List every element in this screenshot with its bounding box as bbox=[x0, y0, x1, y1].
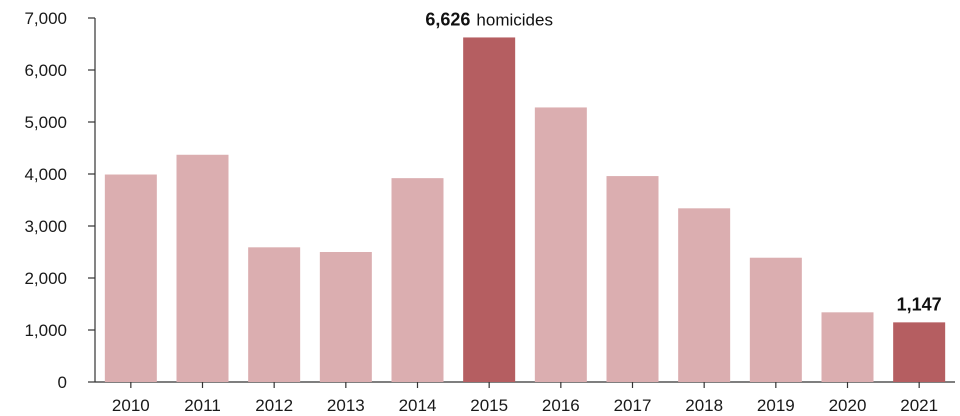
bars-group bbox=[104, 37, 946, 382]
bar-2016 bbox=[534, 107, 587, 382]
x-tick-label-2013: 2013 bbox=[327, 396, 365, 415]
x-tick-label-2011: 2011 bbox=[184, 396, 221, 415]
annotation-value: 1,147 bbox=[897, 294, 942, 314]
x-tick-label-2016: 2016 bbox=[542, 396, 580, 415]
y-tick-label: 2,000 bbox=[24, 269, 67, 288]
annotation-2015: 6,626 homicides bbox=[425, 9, 553, 29]
y-tick-label: 5,000 bbox=[24, 113, 67, 132]
annotation-value: 6,626 bbox=[425, 9, 470, 29]
y-axis: 0 1,000 2,000 3,000 4,000 5,000 6,000 7,000 bbox=[24, 9, 96, 392]
x-axis: 2010 2011 2012 2013 2014 2015 2016 2017 2018 2019… bbox=[95, 381, 955, 415]
bar-2012 bbox=[248, 247, 301, 382]
bar-2014 bbox=[391, 178, 444, 382]
x-tick-label-2018: 2018 bbox=[685, 396, 723, 415]
y-tick-label: 3,000 bbox=[24, 217, 67, 236]
x-tick-label-2020: 2020 bbox=[829, 396, 867, 415]
x-tick-label-2017: 2017 bbox=[614, 396, 652, 415]
bar-2021 bbox=[893, 322, 946, 382]
x-tick-label-2012: 2012 bbox=[255, 396, 293, 415]
annotation-2021: 1,147 bbox=[897, 294, 942, 314]
bar-2018 bbox=[678, 208, 731, 382]
bar-2019 bbox=[749, 257, 802, 382]
y-tick-label: 1,000 bbox=[24, 321, 67, 340]
x-tick-label-2010: 2010 bbox=[112, 396, 150, 415]
x-tick-label-2014: 2014 bbox=[399, 396, 437, 415]
x-tick-label-2019: 2019 bbox=[757, 396, 795, 415]
bar-2010 bbox=[104, 174, 157, 382]
bar-2015 bbox=[463, 37, 516, 382]
bar-2017 bbox=[606, 176, 659, 382]
x-tick-label-2021: 2021 bbox=[900, 396, 938, 415]
bar-2011 bbox=[176, 154, 229, 382]
annotation-unit: homicides bbox=[476, 10, 553, 29]
x-tick-label-2015: 2015 bbox=[470, 396, 508, 415]
bar-2013 bbox=[319, 252, 372, 382]
annotations-group: 6,626 homicides 1,147 bbox=[425, 9, 941, 314]
y-tick-label: 7,000 bbox=[24, 9, 67, 28]
bar-2020 bbox=[821, 312, 874, 382]
y-tick-label: 6,000 bbox=[24, 61, 67, 80]
y-tick-label: 4,000 bbox=[24, 165, 67, 184]
y-tick-label: 0 bbox=[58, 373, 67, 392]
